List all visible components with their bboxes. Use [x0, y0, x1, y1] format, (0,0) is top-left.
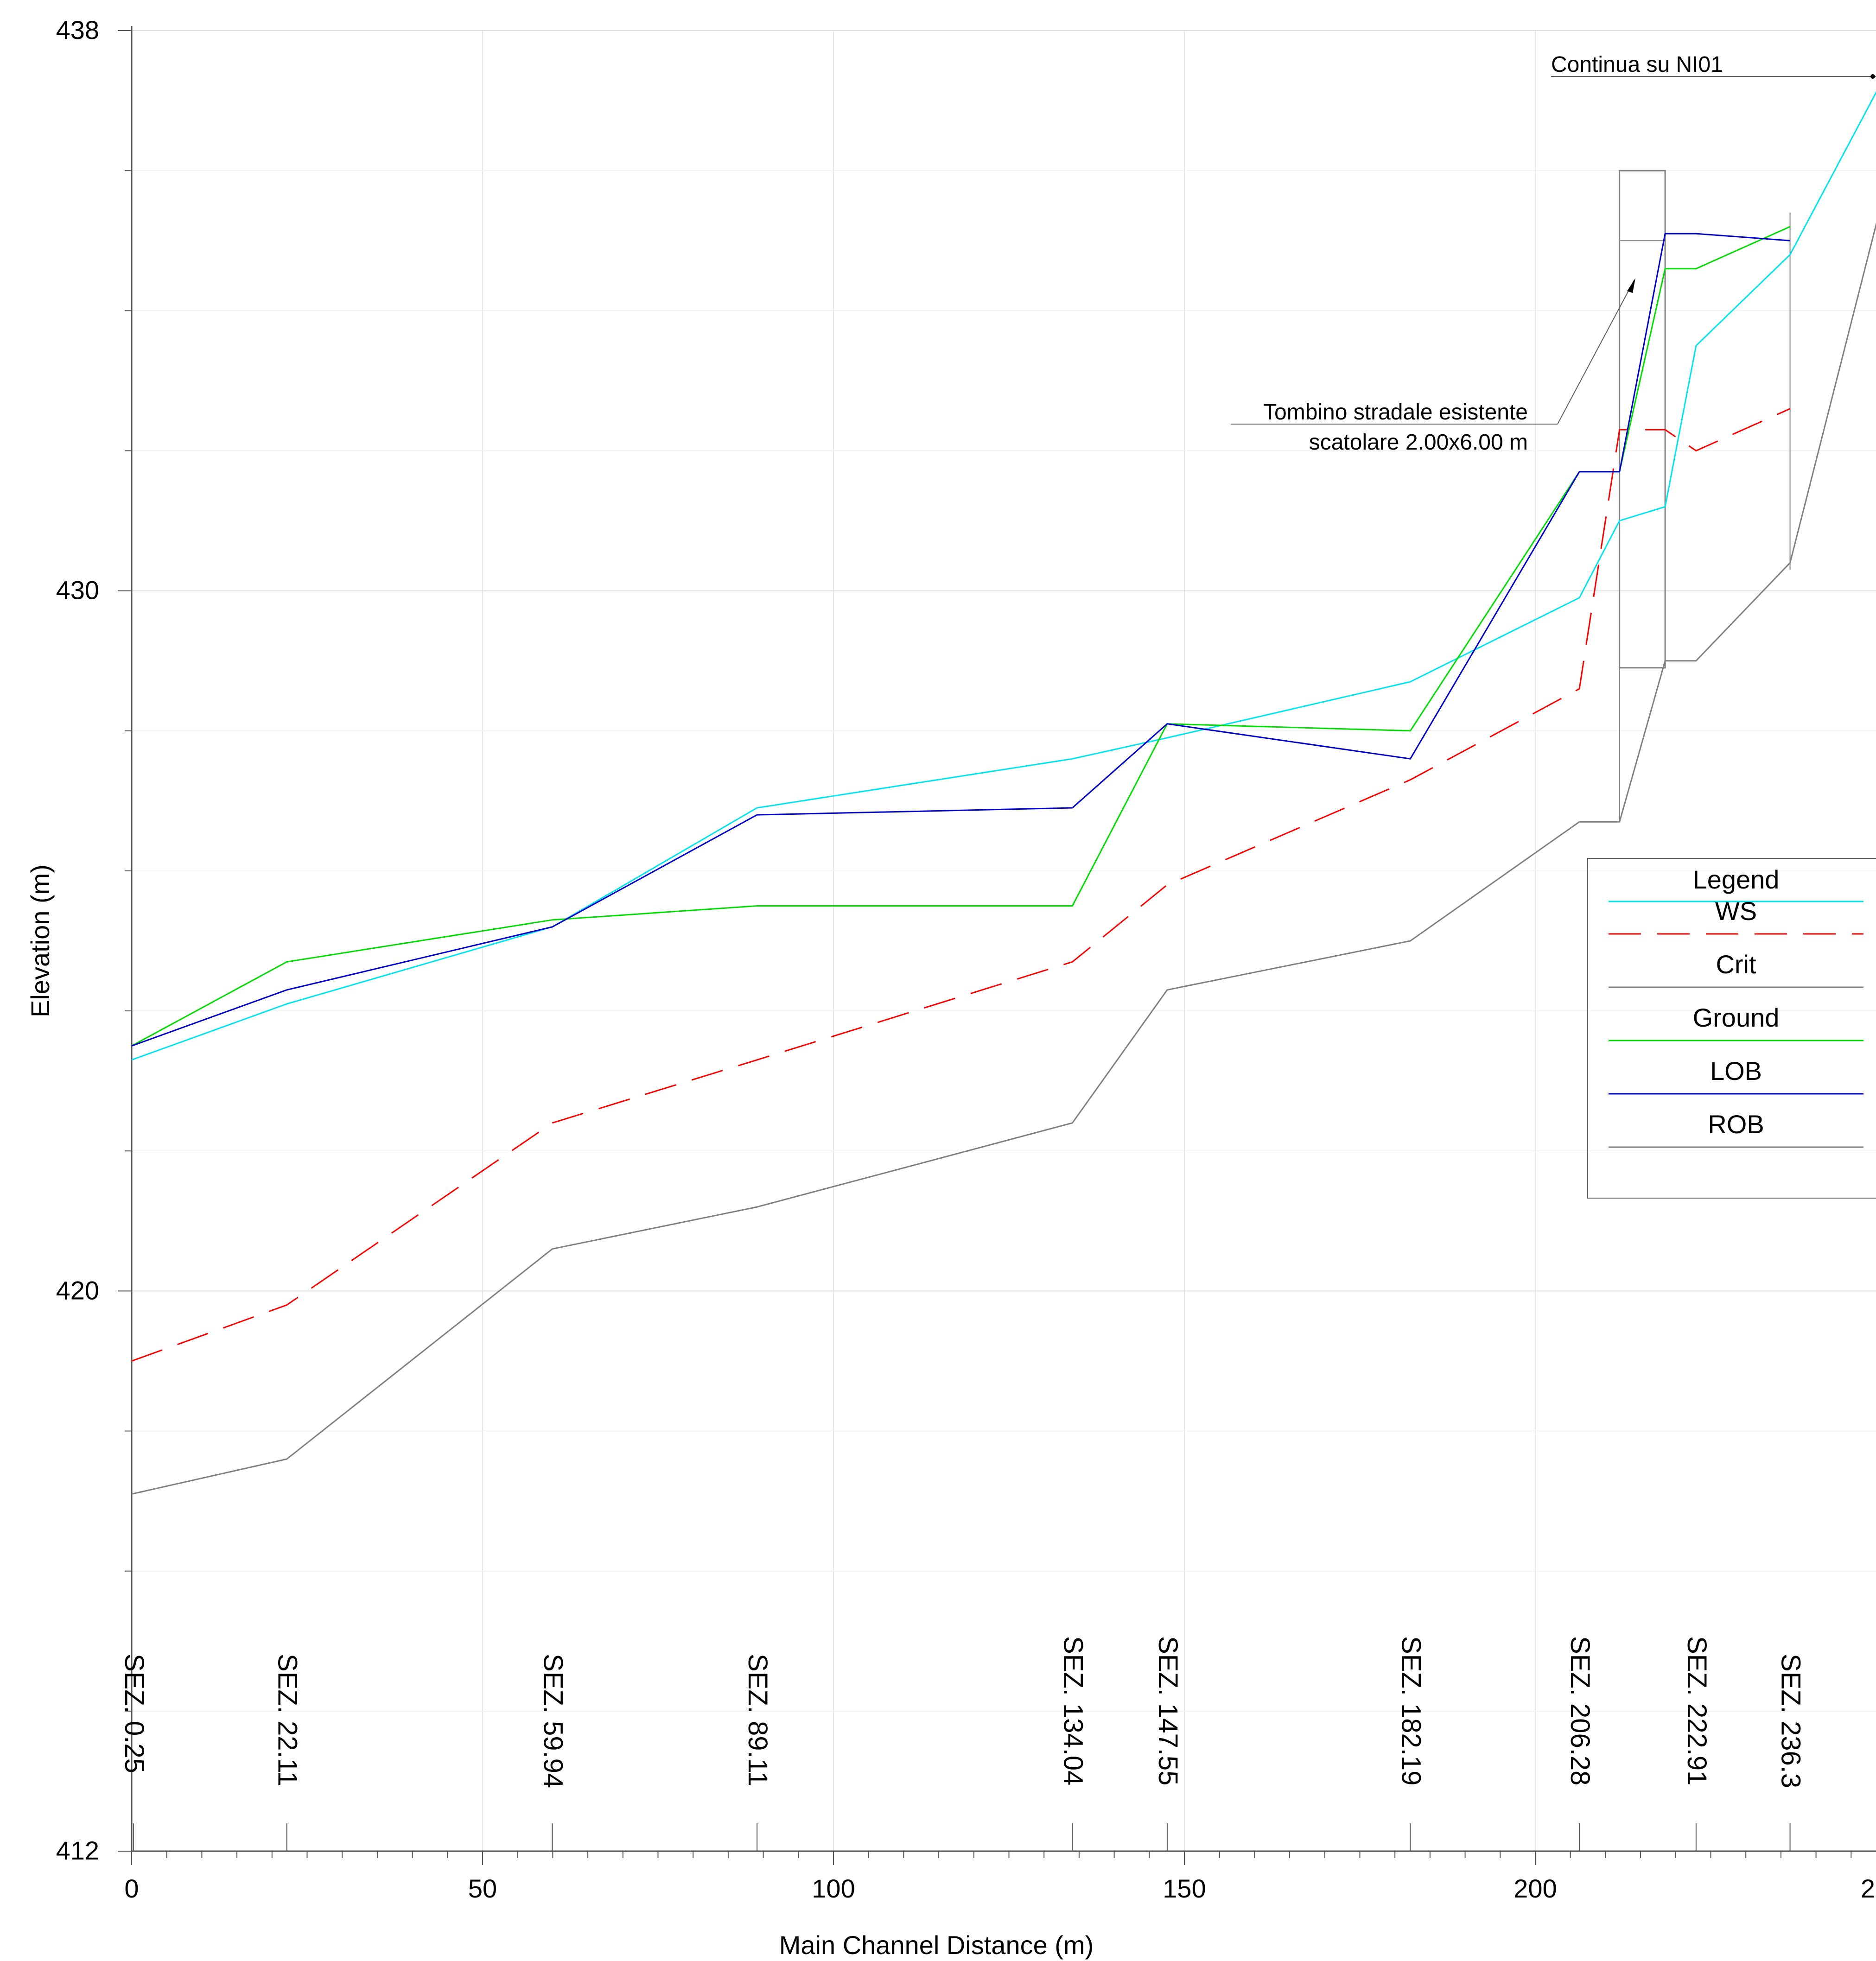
legend-label-crit: Crit	[1716, 950, 1756, 979]
section-label: SEZ. 22.11	[273, 1654, 303, 1786]
series-lob	[131, 233, 1790, 1047]
section-label: SEZ. 236.3	[1776, 1654, 1806, 1788]
section-label: SEZ. 59.94	[538, 1654, 568, 1788]
annotation-tombino-line2: scatolare 2.00x6.00 m	[1309, 430, 1528, 455]
annotation-tombino-leader	[1557, 280, 1634, 425]
series-bed	[131, 222, 1876, 1495]
series-top	[131, 91, 1876, 1061]
annotations: Continua su NI01 Tombino stradale esiste…	[1231, 52, 1876, 455]
section-label: SEZ. 147.55	[1153, 1636, 1183, 1785]
culvert-frame	[1619, 170, 1666, 669]
grid	[132, 30, 1876, 1851]
x-axis-label: Main Channel Distance (m)	[779, 1930, 1094, 1960]
section-label: SEZ. 222.91	[1682, 1636, 1712, 1785]
annotation-continua-dot	[1870, 74, 1875, 79]
x-tick-label: 50	[468, 1874, 497, 1903]
axes: 412 420 430 438 0 50 100 150 200 2	[56, 15, 1876, 1903]
legend-frame	[1587, 858, 1876, 1199]
legend-label-ws: WS	[1715, 896, 1757, 926]
legend-label-rob: ROB	[1708, 1110, 1764, 1139]
series-ground	[131, 226, 1791, 1047]
section-label: SEZ. 89.11	[743, 1654, 773, 1786]
x-tick-label: 200	[1514, 1874, 1557, 1903]
y-tick-label: 412	[56, 1836, 99, 1865]
legend-label-ground: Ground	[1693, 1003, 1780, 1032]
x-tick-label: 100	[812, 1874, 855, 1903]
x-tick-label: 0	[124, 1874, 139, 1903]
legend-title: Legend	[1693, 865, 1780, 894]
annotation-tombino-line1: Tombino stradale esistente	[1263, 400, 1528, 425]
x-tick-label: 2	[1861, 1874, 1875, 1903]
series-layer	[131, 91, 1876, 1495]
y-tick-label: 438	[56, 15, 99, 44]
section-label: SEZ. 0.25	[119, 1654, 149, 1773]
culvert-box	[1619, 170, 1791, 822]
section-label: SEZ. 134.04	[1058, 1636, 1088, 1785]
legend-label-lob: LOB	[1710, 1056, 1762, 1085]
section-labels: SEZ. 0.25 SEZ. 22.11 SEZ. 59.94 SEZ. 89.11 S…	[119, 1636, 1806, 1851]
x-tick-label: 150	[1163, 1874, 1206, 1903]
annotation-continua: Continua su NI01	[1551, 52, 1723, 77]
section-label: SEZ. 182.19	[1396, 1636, 1426, 1785]
section-label: SEZ. 206.28	[1565, 1636, 1595, 1785]
y-tick-label: 420	[56, 1276, 99, 1305]
legend: Legend WS Crit Ground LOB ROB	[1587, 858, 1876, 1199]
y-tick-label: 430	[56, 576, 99, 605]
annotation-tombino-arrowhead	[1627, 278, 1635, 293]
series-ws	[131, 408, 1791, 1362]
y-axis-label: Elevation (m)	[25, 864, 55, 1017]
